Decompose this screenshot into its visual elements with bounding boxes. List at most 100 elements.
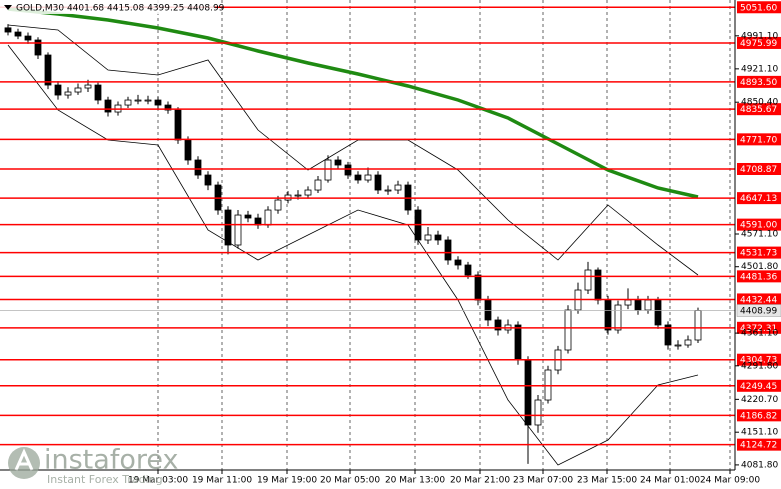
y-tick-label: 4501.80 (741, 262, 778, 272)
candle-body (514, 324, 522, 361)
last-price-bg (736, 304, 781, 317)
candle-body (584, 269, 592, 291)
candle-body (394, 184, 402, 191)
level-label-bg (737, 379, 781, 392)
candle-body (274, 199, 282, 211)
candle-body (314, 179, 322, 191)
y-tick-label: 4081.80 (741, 460, 778, 470)
level-label-bg (737, 103, 781, 116)
candle-body (494, 319, 502, 331)
candle-body (324, 159, 332, 181)
level-label: 4771.70 (740, 135, 777, 145)
candle-body (304, 189, 312, 196)
candle-body (674, 344, 682, 347)
candle-body (194, 159, 202, 176)
candle-body (594, 269, 602, 301)
level-label-bg (737, 270, 781, 283)
axis-layer: 19 Mar 03:00 19 Mar 11:00 19 Mar 19:00 20 M… (128, 31, 779, 485)
candle-body (684, 339, 692, 346)
candle-body (634, 299, 642, 311)
level-label-bg (737, 162, 781, 175)
candle-body (154, 99, 162, 106)
level-label-bg (737, 438, 781, 451)
x-tick-label: 23 Mar 15:00 (577, 476, 637, 486)
candle-body (434, 234, 442, 241)
candle-body (694, 310, 702, 341)
x-tick-label: 24 Mar 09:00 (700, 476, 760, 486)
candle-body (564, 309, 572, 351)
level-label: 4708.87 (740, 165, 777, 175)
level-label: 4975.99 (740, 39, 777, 49)
level-label-bg (737, 353, 781, 366)
level-label-bg (737, 75, 781, 88)
candle-body (44, 54, 52, 86)
level-label: 4835.67 (740, 105, 777, 115)
watermark-tagline: Instant Forex Trading (47, 473, 163, 486)
y-tick-label: 4151.10 (741, 428, 778, 438)
level-label-bg (737, 1, 781, 14)
candle-body (534, 399, 542, 426)
x-tick-label: 19 Mar 11:00 (192, 476, 252, 486)
y-tick-label: 4850.40 (741, 98, 778, 108)
header: GOLD,M30 4401.68 4415.08 4399.25 4408.99 (0, 0, 225, 14)
candle-body (124, 99, 132, 106)
candle-body (474, 274, 482, 301)
candle-body (424, 234, 432, 241)
x-tick-label: 20 Mar 21:00 (450, 476, 510, 486)
level-label-bg (737, 192, 781, 205)
y-tick-label: 4921.10 (741, 64, 778, 74)
level-label-bg (737, 293, 781, 306)
candle-body (34, 39, 42, 56)
candle-body (484, 299, 492, 321)
watermark-brand: instaforex (44, 445, 178, 476)
candle-body (614, 304, 622, 331)
candle-body (294, 194, 302, 197)
candle-body (354, 174, 362, 181)
candle-body (174, 109, 182, 141)
candle-body (264, 209, 272, 226)
candle-body (604, 299, 612, 331)
level-label-bg (737, 133, 781, 146)
candle-body (364, 174, 372, 181)
candle-body (84, 84, 92, 89)
x-tick-label: 19 Mar 03:00 (128, 476, 188, 486)
candle-body (94, 84, 102, 101)
candle-body (184, 139, 192, 161)
level-layer: 5051.60 4975.99 4893.50 4835.67 4771.70 4708.… (0, 1, 781, 451)
grid-layer (157, 0, 731, 470)
candle-body (4, 27, 12, 33)
level-label: 4249.45 (740, 382, 777, 392)
candle-body (24, 35, 32, 41)
level-label: 4304.73 (740, 356, 777, 366)
candle-body (64, 91, 72, 96)
chart-title: GOLD,M30 4401.68 4415.08 4399.25 4408.99 (16, 4, 225, 14)
candle-body (664, 324, 672, 346)
moving-average (7, 7, 699, 199)
x-tick-label: 19 Mar 19:00 (257, 476, 317, 486)
candle-body (334, 159, 342, 166)
level-label: 5051.60 (740, 3, 777, 13)
level-label: 4186.82 (740, 411, 777, 421)
candle-body (224, 209, 232, 246)
candle-body (104, 99, 112, 113)
y-tick-label: 4571.10 (741, 230, 778, 240)
candle-body (14, 31, 22, 37)
level-label: 4372.31 (740, 324, 777, 334)
candle-body (74, 87, 82, 93)
watermark: instaforex Instant Forex Trading (8, 445, 178, 486)
candle-body (244, 214, 252, 219)
x-tick-label: 20 Mar 13:00 (385, 476, 445, 486)
logo-mark (14, 448, 34, 471)
candle-body (134, 99, 142, 102)
candle-body (204, 174, 212, 186)
candle-body (384, 189, 392, 192)
candle-body (234, 214, 242, 246)
level-label: 4647.13 (740, 194, 777, 204)
candle-body (644, 299, 652, 311)
level-label-bg (737, 218, 781, 231)
y-tick-label: 4291.80 (741, 361, 778, 371)
level-label-bg (737, 36, 781, 49)
candle-body (454, 259, 462, 266)
y-tick-label: 4991.10 (741, 31, 778, 41)
